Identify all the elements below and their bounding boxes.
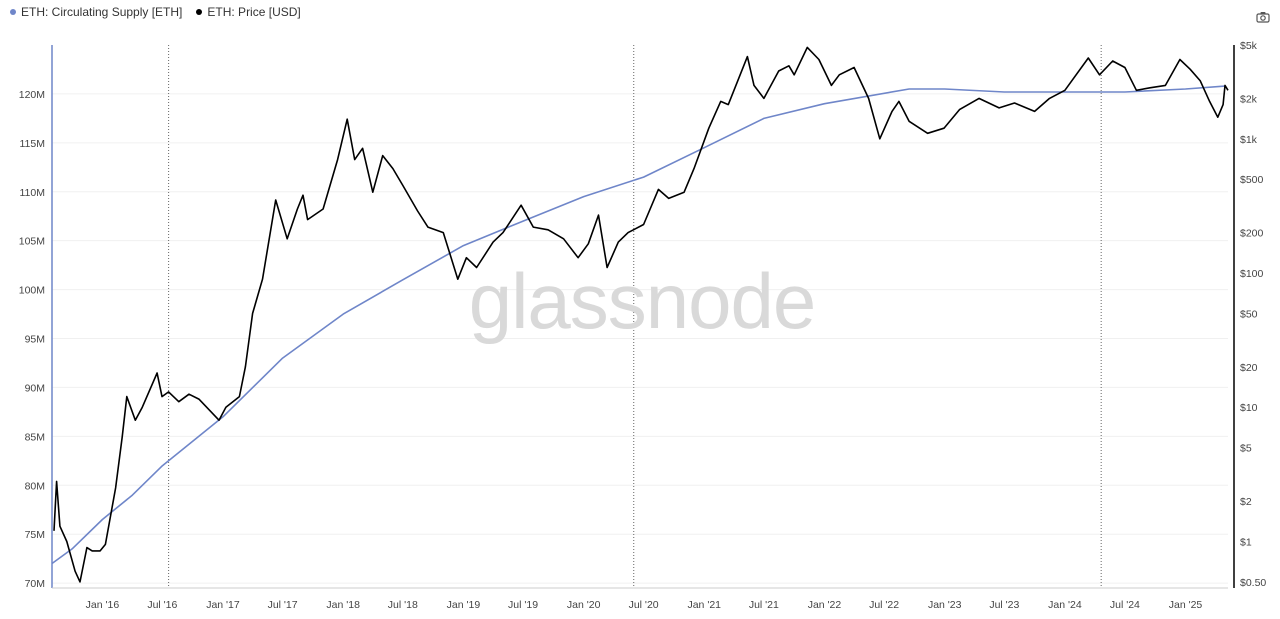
x-tick-label: Jul '21 bbox=[749, 599, 779, 611]
left-tick-label: 70M bbox=[25, 578, 45, 590]
left-tick-label: 75M bbox=[25, 529, 45, 541]
left-tick-label: 80M bbox=[25, 480, 45, 492]
right-tick-label: $100 bbox=[1240, 268, 1264, 280]
x-tick-label: Jan '16 bbox=[86, 599, 120, 611]
legend-label-price: ETH: Price [USD] bbox=[207, 5, 301, 19]
legend-item-price[interactable]: ETH: Price [USD] bbox=[196, 5, 301, 19]
right-tick-label: $1 bbox=[1240, 536, 1252, 548]
right-tick-label: $20 bbox=[1240, 362, 1258, 374]
right-tick-label: $2k bbox=[1240, 93, 1258, 105]
x-tick-label: Jan '22 bbox=[808, 599, 842, 611]
right-tick-label: $0.50 bbox=[1240, 577, 1266, 589]
left-tick-label: 110M bbox=[20, 187, 46, 199]
x-tick-label: Jan '19 bbox=[447, 599, 481, 611]
x-tick-label: Jan '18 bbox=[326, 599, 360, 611]
x-tick-label: Jul '23 bbox=[989, 599, 1019, 611]
series-line-supply bbox=[51, 85, 1226, 565]
right-tick-label: $5k bbox=[1240, 40, 1258, 52]
x-tick-label: Jan '21 bbox=[687, 599, 721, 611]
vertical-markers bbox=[168, 45, 1102, 588]
right-tick-label: $1k bbox=[1240, 134, 1258, 146]
series-line-price bbox=[53, 46, 1229, 583]
left-tick-label: 105M bbox=[19, 236, 45, 248]
x-tick-label: Jan '23 bbox=[928, 599, 962, 611]
legend-dot-supply-icon bbox=[10, 9, 16, 15]
x-tick-label: Jul '16 bbox=[147, 599, 177, 611]
x-tick-label: Jul '18 bbox=[388, 599, 418, 611]
right-tick-label: $200 bbox=[1240, 228, 1264, 240]
x-tick-label: Jul '20 bbox=[629, 599, 659, 611]
camera-icon[interactable] bbox=[1256, 10, 1270, 23]
legend-dot-price-icon bbox=[196, 9, 203, 15]
x-tick-label: Jan '20 bbox=[567, 599, 601, 611]
left-tick-label: 115M bbox=[20, 138, 46, 150]
left-tick-label: 120M bbox=[19, 89, 45, 101]
x-tick-label: Jul '24 bbox=[1110, 599, 1140, 611]
axes bbox=[51, 45, 1235, 589]
right-tick-label: $5 bbox=[1240, 443, 1252, 455]
left-tick-label: 100M bbox=[19, 285, 45, 297]
right-tick-label: $500 bbox=[1240, 174, 1264, 186]
legend: ETH: Circulating Supply [ETH] ETH: Price… bbox=[10, 5, 301, 19]
x-tick-label: Jul '17 bbox=[268, 599, 298, 611]
x-tick-label: Jul '22 bbox=[869, 599, 899, 611]
left-tick-label: 95M bbox=[25, 334, 45, 346]
x-tick-label: Jul '19 bbox=[508, 599, 538, 611]
watermark: glassnode bbox=[469, 257, 816, 345]
legend-item-supply[interactable]: ETH: Circulating Supply [ETH] bbox=[10, 5, 182, 19]
x-tick-label: Jan '24 bbox=[1048, 599, 1082, 611]
tick-labels: 70M 75M 80M 85M 90M 95M 100M 105M 110M 115M 120M $0… bbox=[19, 40, 1267, 611]
left-tick-label: 90M bbox=[25, 382, 45, 394]
series-lines bbox=[51, 46, 1229, 583]
right-tick-label: $2 bbox=[1240, 496, 1252, 508]
left-tick-label: 85M bbox=[25, 431, 45, 443]
right-tick-label: $10 bbox=[1240, 402, 1258, 414]
right-tick-label: $50 bbox=[1240, 308, 1258, 320]
grid bbox=[52, 93, 1228, 584]
x-tick-label: Jan '17 bbox=[206, 599, 240, 611]
legend-label-supply: ETH: Circulating Supply [ETH] bbox=[21, 5, 183, 19]
x-tick-label: Jan '25 bbox=[1169, 599, 1203, 611]
